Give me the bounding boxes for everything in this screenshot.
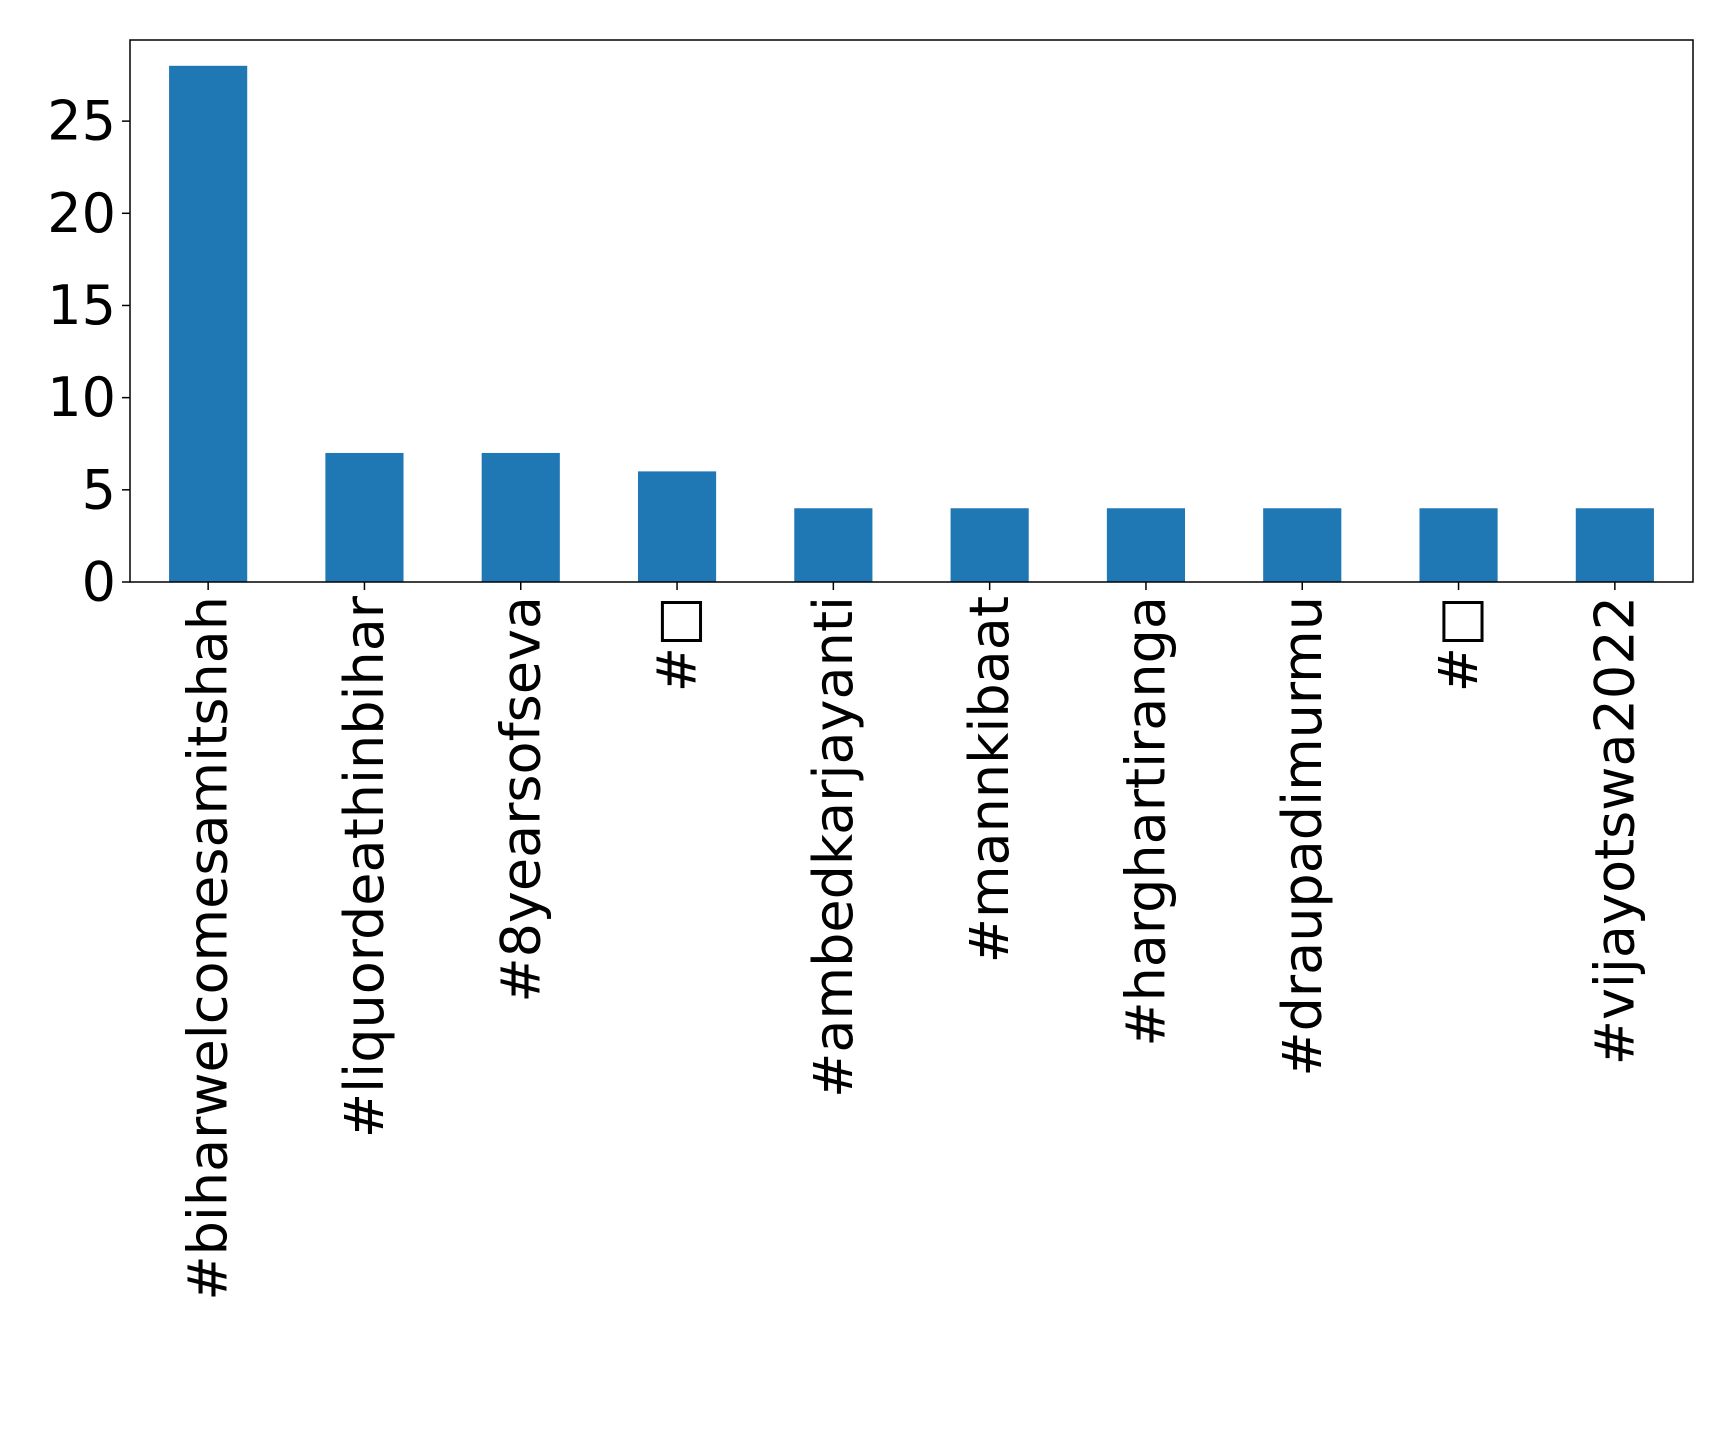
y-tick-label: 10 (47, 366, 116, 429)
y-tick-label: 5 (82, 458, 116, 521)
x-tick-label: #mannkibaat (958, 596, 1021, 963)
bar (794, 508, 873, 582)
bar (1263, 508, 1342, 582)
x-axis: #biharwelcomesamitshah #liquordeathinbiha… (177, 582, 1646, 1301)
y-tick-label: 20 (47, 182, 116, 245)
y-tick-label: 25 (47, 90, 116, 153)
bar (1419, 508, 1498, 582)
bar (950, 508, 1029, 582)
bar (481, 452, 560, 582)
x-tick-label: #liquordeathinbihar (333, 595, 396, 1138)
y-tick-label: 0 (82, 551, 116, 614)
x-tick-label: #draupadimurmu (1271, 596, 1334, 1077)
bar (637, 471, 717, 582)
x-tick-label: #vijayotswa2022 (1583, 596, 1646, 1065)
y-axis: 0 5 10 15 20 25 (47, 90, 130, 614)
x-tick-label: #8yearsofseva (489, 596, 552, 1003)
bar (1106, 508, 1186, 582)
bar (169, 65, 248, 583)
plot-frame (129, 39, 1694, 583)
bar (1575, 508, 1654, 582)
y-tick-label: 15 (47, 274, 116, 337)
x-tick-label: #□ (646, 596, 709, 692)
x-tick-label: #biharwelcomesamitshah (177, 596, 240, 1301)
x-tick-label: #□ (1427, 596, 1490, 692)
bars-group (169, 65, 1654, 583)
x-tick-label: #harghartiranga (1114, 596, 1177, 1047)
bar (325, 452, 404, 582)
x-tick-label: #ambedkarjayanti (802, 596, 865, 1098)
